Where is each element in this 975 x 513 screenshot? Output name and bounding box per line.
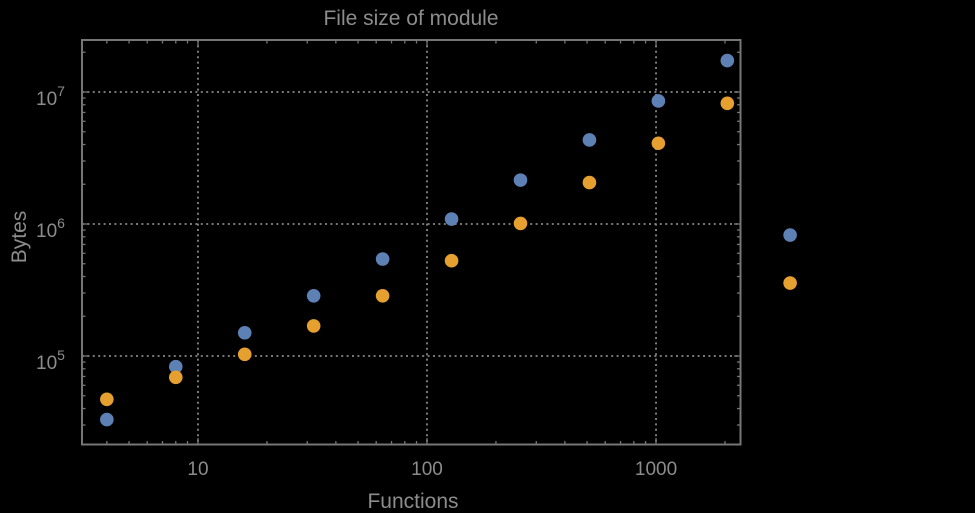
data-point-orange bbox=[444, 253, 459, 268]
x-axis-label: Functions bbox=[367, 490, 458, 513]
data-point-orange bbox=[783, 276, 797, 290]
data-point-orange bbox=[651, 136, 666, 151]
data-point-orange bbox=[375, 288, 390, 303]
data-point-blue bbox=[720, 53, 735, 68]
data-point-orange bbox=[720, 96, 735, 111]
data-point-blue bbox=[306, 288, 321, 303]
data-point-orange bbox=[306, 319, 321, 333]
data-point-orange bbox=[237, 347, 252, 362]
x-tick-label-1000: 1000 bbox=[635, 459, 677, 480]
data-point-blue bbox=[582, 133, 597, 147]
x-tick-label-10: 10 bbox=[187, 459, 208, 480]
data-point-orange bbox=[168, 370, 183, 385]
data-point-orange bbox=[582, 175, 597, 190]
data-point-blue bbox=[100, 412, 114, 427]
plot-frame bbox=[81, 39, 742, 446]
y-tick-label-1e5: 105 bbox=[36, 347, 65, 374]
data-point-blue bbox=[168, 359, 183, 374]
y-tick-label-1e7: 107 bbox=[36, 83, 65, 110]
data-point-blue bbox=[513, 173, 528, 187]
data-point-blue bbox=[444, 212, 459, 226]
data-point-orange bbox=[513, 216, 528, 231]
data-point-blue bbox=[783, 228, 797, 242]
data-point-blue bbox=[375, 252, 390, 266]
x-tick-label-100: 100 bbox=[411, 459, 443, 480]
data-point-blue bbox=[237, 325, 252, 340]
data-point-blue bbox=[651, 94, 666, 108]
plot-title: File size of module bbox=[323, 7, 498, 30]
y-tick-label-1e6: 106 bbox=[36, 215, 65, 242]
y-axis-label: Bytes bbox=[8, 211, 31, 264]
chart-layer: 10 100 1000 105 106 107 bbox=[36, 39, 797, 480]
data-point-orange bbox=[100, 392, 114, 407]
